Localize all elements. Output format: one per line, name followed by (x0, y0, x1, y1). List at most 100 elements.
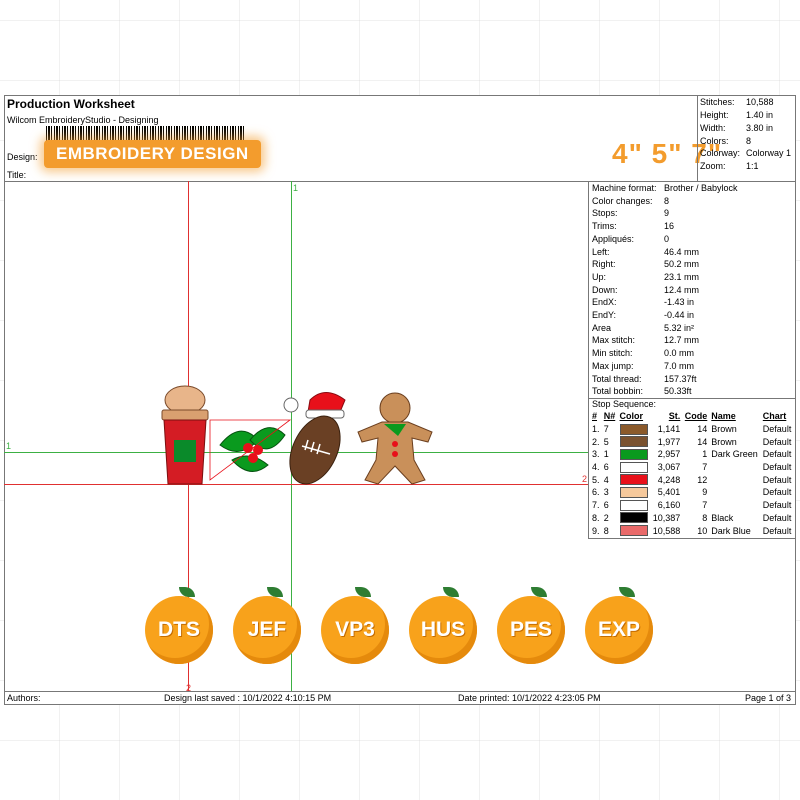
col-header-index: # (592, 411, 598, 422)
coffee-cup-icon (161, 385, 209, 485)
format-label: PES (509, 618, 553, 641)
row-name: Brown (711, 424, 737, 435)
property-label: Total thread: (592, 373, 642, 384)
guide-marker-2-right: 2 (582, 474, 588, 484)
row-color-swatch (618, 461, 651, 474)
property-label: Max stitch: (592, 335, 636, 346)
property-value: 23.1 mm (664, 271, 700, 282)
property-value: 12.4 mm (664, 284, 700, 295)
property-value: Brother / Babylock (664, 183, 738, 193)
property-value: 157.37ft (664, 373, 697, 384)
property-label: Appliqués: (592, 233, 635, 244)
property-row: EndY: -0.44 in (592, 310, 694, 320)
orange-leaf-icon (355, 587, 371, 597)
property-label: Trims: (592, 221, 617, 232)
stop-sequence-title: Stop Sequence: (592, 399, 657, 409)
stat-colors: Colors: 8 (700, 136, 752, 146)
row-chart: Default (762, 474, 792, 485)
property-label: Total bobbin: (592, 386, 644, 397)
row-stitches: 6,160 (657, 500, 681, 511)
row-name (709, 473, 761, 486)
row-chart: Default (762, 487, 792, 498)
col-header-color: Color (619, 411, 644, 422)
color-swatch (619, 423, 648, 435)
property-label: Machine format: (592, 183, 657, 193)
row-stitches: 1,141 (657, 424, 681, 435)
guide-marker-1-top: 1 (293, 183, 299, 193)
row-index: 3. (592, 449, 600, 460)
property-value: 46.4 mm (664, 246, 700, 257)
color-swatch (619, 487, 648, 499)
row-code: 8 (702, 512, 708, 523)
barcode (46, 126, 246, 144)
row-name: Dark Blue (711, 525, 751, 536)
property-row: Left: 46.4 mm (592, 247, 699, 257)
stat-height: Height: 1.40 in (700, 110, 774, 120)
property-value: -1.43 in (664, 297, 695, 308)
property-value: 7.0 mm (664, 360, 695, 371)
orange-leaf-icon (179, 587, 195, 597)
row-index: 5. (592, 474, 600, 485)
footer-last-saved: Design last saved : 10/1/2022 4:10:15 PM (164, 693, 332, 703)
format-badge-vp3: VP3 (321, 596, 389, 664)
property-label: Area (592, 322, 612, 333)
color-swatch (619, 525, 648, 537)
footer-page-number: Page 1 of 3 (745, 693, 792, 703)
property-row: EndX: -1.43 in (592, 297, 694, 307)
row-color-swatch (618, 423, 651, 436)
property-label: EndY: (592, 310, 617, 320)
row-code: 9 (702, 487, 708, 498)
table-row: 9. 8 10,588 10 Dark Blue Default (590, 524, 794, 537)
col-header-stitches: St. (668, 411, 681, 422)
format-badge-jef: JEF (233, 596, 301, 664)
property-row: Right: 50.2 mm (592, 259, 699, 270)
row-needle: 7 (603, 424, 609, 435)
orange-leaf-icon (267, 587, 283, 597)
table-row: 5. 4 4,248 12 Default (590, 473, 794, 486)
row-needle: 4 (603, 474, 609, 485)
property-value: 9 (664, 208, 670, 219)
property-label: Right: (592, 259, 616, 270)
property-label: Color changes: (592, 195, 653, 206)
col-header-name: Name (711, 411, 736, 422)
table-row: 4. 6 3,067 7 Default (590, 461, 794, 474)
orange-leaf-icon (619, 587, 635, 597)
col-header-code: Code (684, 411, 708, 422)
property-row: Total bobbin: 50.33ft (592, 386, 692, 397)
row-chart: Default (762, 525, 792, 536)
col-header-chart: Chart (762, 411, 787, 422)
row-code: 14 (697, 424, 708, 435)
row-code: 10 (697, 525, 708, 536)
format-label: DTS (158, 618, 200, 641)
table-row: 1. 7 1,141 14 Brown Default (590, 423, 794, 436)
vertical-guide-green[interactable] (291, 181, 292, 691)
guide-marker-1-left: 1 (6, 441, 12, 451)
property-label: Down: (592, 284, 618, 295)
table-row: 6. 3 5,401 9 Default (590, 486, 794, 499)
row-needle: 3 (603, 487, 609, 498)
horizontal-guide-red[interactable] (4, 484, 588, 485)
format-badge-pes: PES (497, 596, 565, 664)
row-code: 1 (702, 449, 708, 460)
table-row: 8. 2 10,387 8 Black Default (590, 512, 794, 525)
property-value: 50.33ft (664, 386, 692, 397)
property-value: 0 (664, 233, 670, 244)
property-row: Max stitch: 12.7 mm (592, 335, 699, 346)
format-badge-hus: HUS (409, 596, 477, 664)
property-value: 8 (664, 195, 670, 206)
property-row: Up: 23.1 mm (592, 271, 699, 282)
property-label: Up: (592, 271, 607, 282)
color-swatch (619, 474, 648, 486)
row-stitches: 4,248 (657, 474, 681, 485)
row-chart: Default (762, 462, 792, 473)
row-needle: 5 (603, 436, 609, 447)
row-color-swatch (618, 499, 651, 512)
property-label: Stops: (592, 208, 618, 219)
gingerbread-icon (357, 392, 433, 485)
row-index: 7. (592, 500, 600, 511)
design-label: Design: (7, 152, 38, 162)
table-header-row: # N# Color St. Code Name Chart (590, 410, 794, 423)
app-subtitle: Wilcom EmbroideryStudio - Designing (7, 115, 159, 125)
row-code: 7 (702, 500, 708, 511)
format-label: VP3 (335, 618, 375, 641)
